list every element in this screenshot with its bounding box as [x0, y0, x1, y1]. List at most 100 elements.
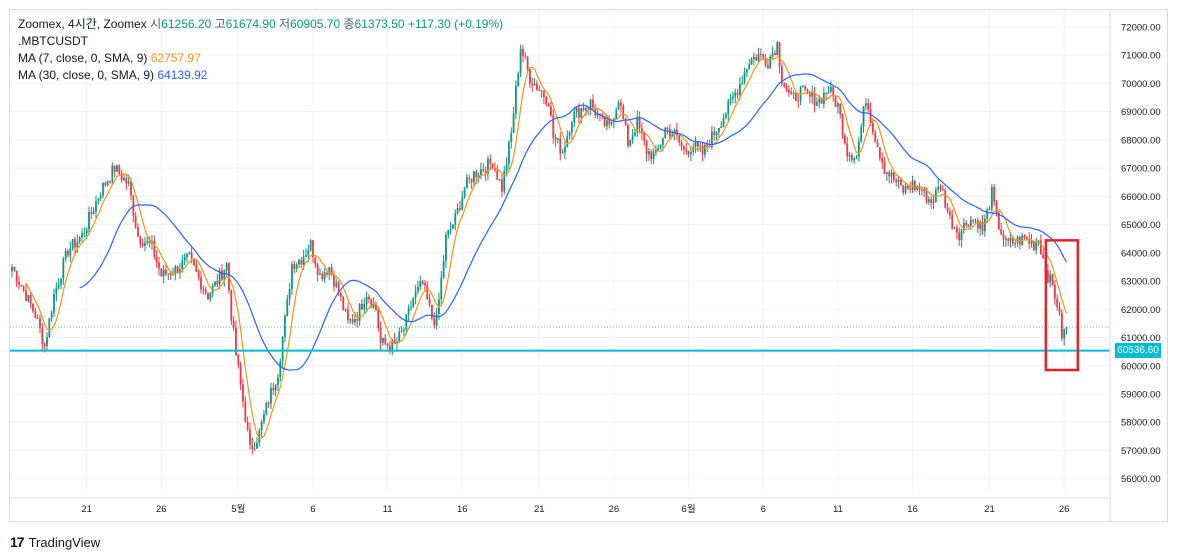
- x-tick-label: 26: [1059, 504, 1070, 515]
- candle-body: [515, 85, 517, 114]
- candle-body: [15, 270, 18, 282]
- candle-body: [694, 141, 697, 148]
- candle-body: [239, 364, 242, 385]
- candle-body: [815, 102, 818, 106]
- candle-body: [356, 319, 359, 321]
- candle-body: [69, 248, 72, 256]
- candle-body: [34, 311, 37, 318]
- candle-body: [25, 290, 27, 302]
- candle-body: [720, 126, 723, 128]
- candle-body: [780, 66, 783, 84]
- candle-body: [81, 233, 83, 238]
- candle-body: [491, 163, 494, 170]
- candle-body: [67, 250, 69, 256]
- candle-body: [951, 215, 954, 229]
- candle-body: [841, 114, 844, 136]
- candle-body: [797, 100, 800, 102]
- candle-body: [473, 171, 475, 183]
- candle-body: [186, 253, 188, 258]
- candle-body: [71, 238, 74, 249]
- y-tick-label: 62000.00: [1121, 305, 1161, 316]
- x-tick-label: 16: [457, 504, 468, 515]
- candle-body: [699, 145, 702, 147]
- candle-body: [596, 114, 599, 116]
- candle-body: [323, 272, 326, 280]
- candle-body: [580, 108, 583, 118]
- x-tick-label: 21: [984, 504, 995, 515]
- candle-body: [102, 183, 104, 196]
- candle-body: [146, 240, 149, 243]
- candle-body: [666, 127, 669, 130]
- candle-body: [347, 309, 349, 321]
- high-label: 고: [214, 17, 226, 31]
- candle-body: [1063, 328, 1066, 339]
- tradingview-brand[interactable]: TradingView: [28, 534, 101, 550]
- candle-body: [120, 174, 123, 181]
- y-tick-label: 63000.00: [1121, 277, 1161, 288]
- candle-body: [857, 141, 860, 157]
- candle-body: [687, 151, 690, 155]
- candle-body: [897, 179, 900, 183]
- candle-body: [160, 268, 163, 277]
- candle-body: [389, 345, 391, 351]
- candle-body: [41, 328, 44, 345]
- candle-body: [442, 260, 445, 278]
- candle-body: [533, 83, 536, 86]
- candle-body: [407, 308, 410, 315]
- y-tick-label: 71000.00: [1121, 51, 1161, 62]
- candle-body: [1000, 229, 1003, 235]
- open-value: 61256.20: [161, 17, 212, 31]
- candle-body: [125, 177, 128, 184]
- candle-body: [431, 304, 433, 319]
- candle-body: [230, 290, 233, 321]
- candlestick-chart[interactable]: 72000.00 71000.00 70000.00 69000.00 68000.00…: [10, 10, 1167, 521]
- candle-body: [519, 48, 522, 74]
- candle-body: [960, 230, 963, 241]
- y-tick-label: 65000.00: [1121, 220, 1161, 231]
- candle-body: [1042, 254, 1045, 259]
- ma7-row[interactable]: MA (7, close, 0, SMA, 9) 62757.97: [18, 50, 503, 67]
- candle-body: [701, 145, 704, 155]
- candle-body: [885, 172, 888, 174]
- candle-body: [764, 58, 767, 66]
- candle-body: [342, 296, 345, 311]
- candle-body: [372, 303, 375, 308]
- candle-body: [941, 189, 944, 191]
- candle-body: [95, 201, 97, 212]
- candle-body: [536, 83, 538, 90]
- candle-body: [109, 181, 111, 183]
- candle-body: [158, 262, 160, 269]
- candle-body: [1039, 240, 1042, 255]
- candle-body: [592, 99, 594, 108]
- x-tick-label: 21: [534, 504, 545, 515]
- candle-body: [1002, 234, 1005, 240]
- candle-body: [967, 225, 970, 227]
- x-tick-label: 5월: [231, 503, 245, 515]
- candle-body: [11, 267, 13, 272]
- ma30-label: MA (30, close, 0, SMA, 9): [18, 68, 155, 82]
- y-tick-label: 60000.00: [1121, 361, 1161, 372]
- open-label: 시: [150, 17, 162, 31]
- candle-body: [1014, 243, 1017, 245]
- candle-body: [382, 337, 384, 343]
- candle-body: [825, 92, 828, 94]
- candle-body: [32, 303, 34, 312]
- candle-body: [452, 224, 454, 229]
- candle-body: [1060, 312, 1063, 339]
- candle-body: [706, 144, 709, 147]
- candle-body: [221, 270, 223, 280]
- ma30-row[interactable]: MA (30, close, 0, SMA, 9) 64139.92: [18, 67, 503, 84]
- ohlc-row: Zoomex, 4시간, Zoomex 시61256.20 고61674.90 …: [18, 16, 503, 33]
- candle-body: [883, 162, 886, 174]
- x-tick-label: 21: [81, 504, 92, 515]
- candle-body: [370, 299, 373, 308]
- candle-body: [832, 86, 835, 97]
- candle-body: [731, 96, 734, 99]
- x-tick-label: 6월: [682, 503, 696, 515]
- candle-body: [643, 132, 646, 142]
- candle-body: [90, 212, 93, 215]
- candle-body: [127, 181, 130, 184]
- candle-body: [181, 260, 184, 270]
- candle-body: [692, 147, 695, 153]
- candle-body: [778, 42, 781, 67]
